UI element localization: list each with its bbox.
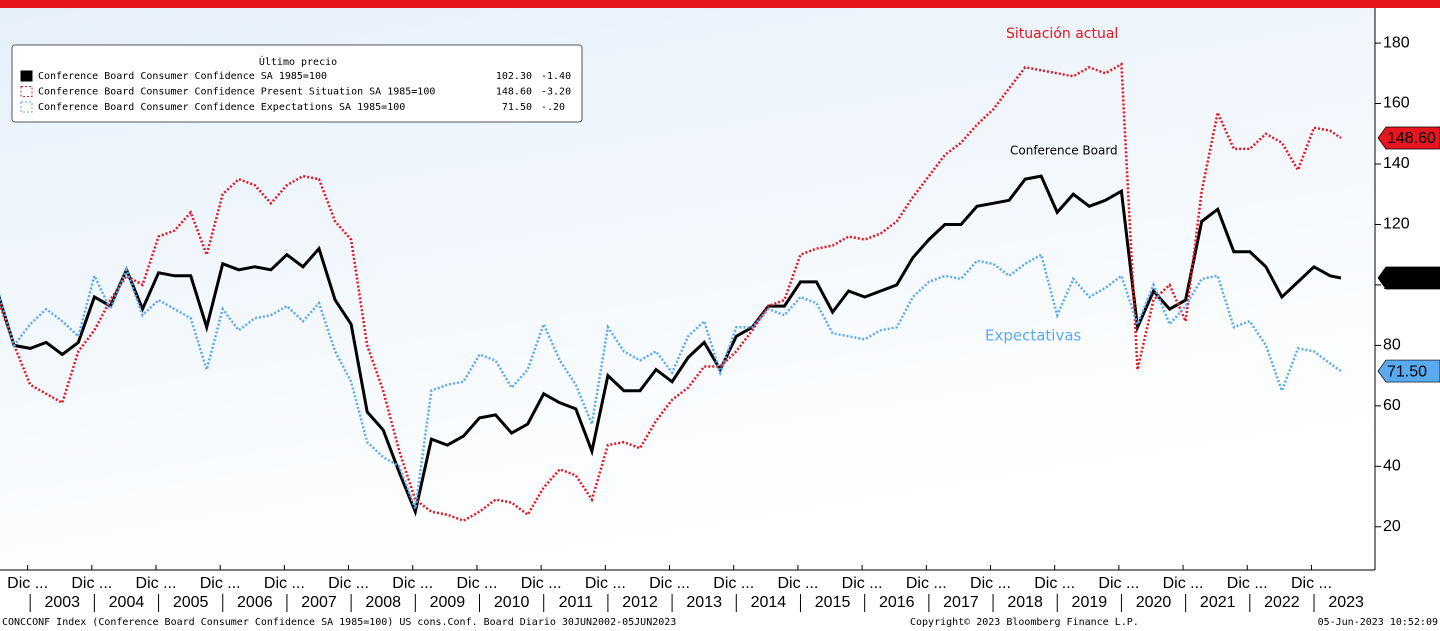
x-tick-label: 2021 [1200,594,1236,611]
x-minor-label: Dic ... [906,575,947,592]
annotation: Expectativas [985,327,1082,345]
x-tick-label: 2006 [237,594,273,611]
x-tick-label: 2005 [173,594,209,611]
legend-swatch [20,86,33,97]
x-tick-label: 2018 [1007,594,1043,611]
x-tick-label: 2020 [1136,594,1172,611]
x-tick-label: 2011 [559,594,594,611]
y-tick-label: 180 [1383,34,1410,51]
y-tick-label: 120 [1383,216,1410,233]
x-minor-label: Dic ... [585,575,626,592]
x-tick-label: 2016 [879,594,915,611]
x-tick-label: 2009 [430,594,466,611]
value-tag [1377,359,1440,383]
annotation: Situación actual [1006,26,1118,42]
x-minor-label: Dic ... [970,575,1011,592]
annotation: Conference Board [1010,144,1118,158]
legend-label: Conference Board Consumer Confidence Pre… [38,87,435,98]
x-minor-label: Dic ... [1034,575,1075,592]
x-minor-label: Dic ... [457,575,498,592]
legend-swatch [20,70,33,82]
legend-last: 102.30 [496,71,532,82]
x-minor-label: Dic ... [7,575,48,592]
x-minor-label: Dic ... [649,575,690,592]
footer: 05-Jun-2023 10:52:09 [1318,617,1438,628]
x-minor-label: Dic ... [392,575,433,592]
x-tick-label: 2015 [815,594,851,611]
legend [11,44,583,123]
x-tick-label: 2014 [751,594,787,611]
legend-last: 71.50 [502,102,532,113]
x-minor-label: Dic ... [521,575,562,592]
x-tick-label: 2003 [44,594,80,611]
x-minor-label: Dic ... [1227,575,1268,592]
x-tick-label: 2017 [943,594,979,611]
footer: CONCCONF Index (Conference Board Consume… [2,617,676,628]
legend-last: 148.60 [496,87,532,98]
footer: Copyright© 2023 Bloomberg Finance L.P. [910,617,1139,628]
x-tick-label: 2023 [1328,594,1364,611]
value-tag-label: 148.60 [1387,130,1436,147]
x-minor-label: Dic ... [777,575,818,592]
x-tick-label: 2004 [109,594,145,611]
y-tick-label: 80 [1383,337,1401,354]
series-line [0,174,1342,517]
x-minor-label: Dic ... [1163,575,1204,592]
x-minor-label: Dic ... [1098,575,1139,592]
x-tick-label: 2019 [1072,594,1108,611]
top-bar [0,0,1440,8]
legend-title: Último precio [259,55,337,68]
legend-change: -.20 [541,102,565,113]
legend-change: -1.40 [541,71,571,82]
value-tag-label: 102.30 [1387,270,1436,287]
x-tick-label: 2013 [686,594,722,611]
x-minor-label: Dic ... [136,575,177,592]
series-line [0,252,1342,510]
x-minor-label: Dic ... [200,575,241,592]
value-tag [1377,126,1440,150]
x-tick-label: 2010 [494,594,530,611]
x-minor-label: Dic ... [842,575,883,592]
x-minor-label: Dic ... [713,575,754,592]
legend-label: Conference Board Consumer Confidence Exp… [38,102,405,113]
x-tick-label: 2012 [622,594,658,611]
y-tick-label: 60 [1383,397,1401,414]
legend-label: Conference Board Consumer Confidence SA … [38,71,327,82]
value-tag-label: 71.50 [1387,363,1427,380]
x-minor-label: Dic ... [71,575,112,592]
x-tick-label: 2007 [301,594,337,611]
value-tag [1377,266,1440,290]
y-tick-label: 40 [1383,458,1401,475]
y-tick-label: 160 [1383,95,1410,112]
x-minor-label: Dic ... [328,575,369,592]
x-minor-label: Dic ... [1291,575,1332,592]
x-tick-label: 2022 [1264,594,1300,611]
legend-change: -3.20 [541,87,571,98]
x-minor-label: Dic ... [264,575,305,592]
y-tick-label: 140 [1383,155,1410,172]
legend-swatch [20,101,33,113]
y-tick-label: 20 [1383,518,1401,535]
x-tick-label: 2008 [365,594,401,611]
series-line [0,62,1342,523]
